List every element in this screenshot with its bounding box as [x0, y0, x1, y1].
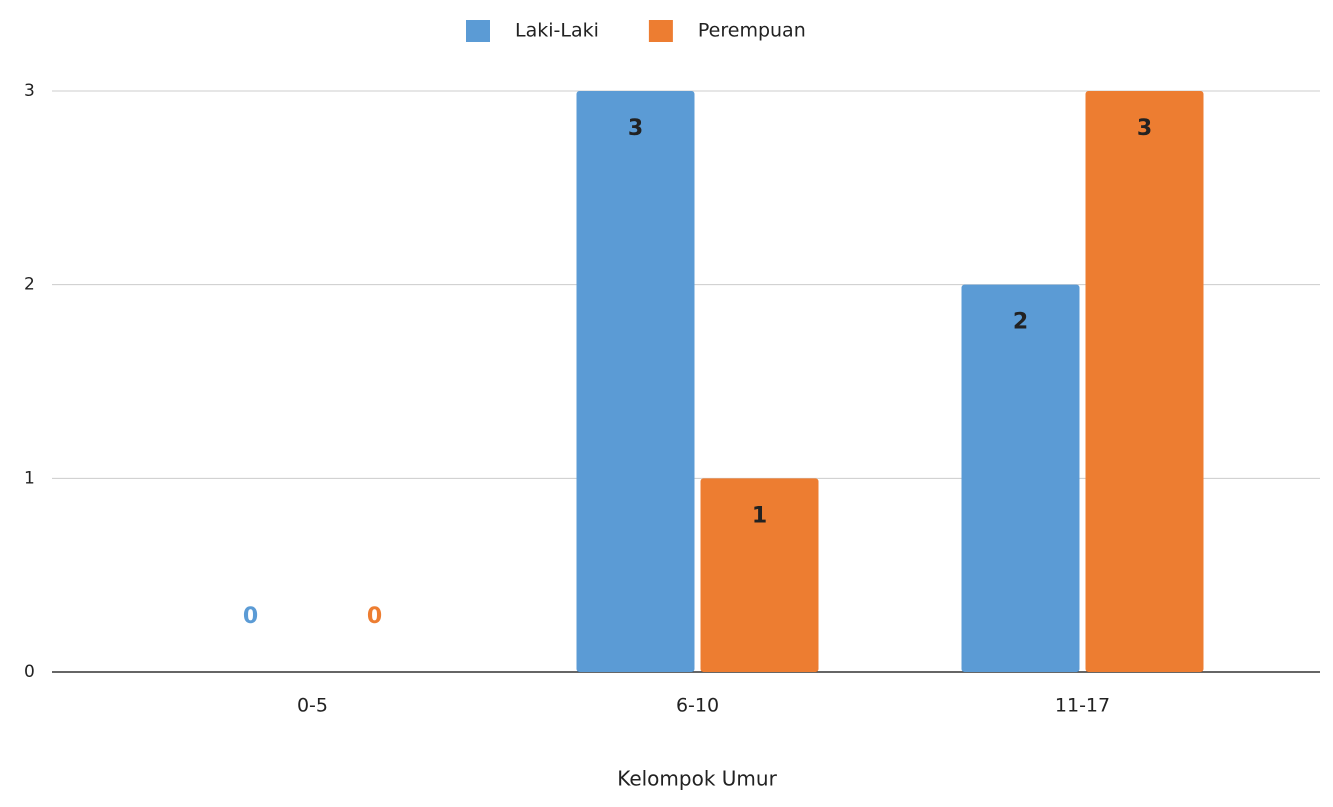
x-tick-label: 11-17: [1055, 695, 1110, 717]
legend-label: Perempuan: [698, 20, 806, 42]
data-label: 0: [367, 604, 382, 629]
data-label: 3: [628, 116, 643, 141]
legend-swatch: [648, 20, 673, 42]
x-tick-label: 6-10: [676, 695, 719, 717]
y-tick-label: 2: [24, 275, 35, 295]
x-axis-label: Kelompok Umur: [617, 767, 777, 791]
y-tick-label: 1: [24, 468, 35, 488]
bar: [700, 478, 819, 672]
bar: [1085, 91, 1204, 672]
y-tick-label: 0: [24, 662, 35, 682]
y-tick-label: 3: [24, 81, 35, 101]
legend-swatch: [466, 20, 490, 42]
bar: [961, 284, 1080, 672]
data-label: 2: [1013, 310, 1028, 335]
bar: [576, 91, 695, 672]
x-tick-label: 0-5: [297, 695, 328, 717]
data-label: 3: [1137, 116, 1152, 141]
data-label: 0: [243, 604, 258, 629]
data-label: 1: [752, 503, 767, 528]
legend-label: Laki-Laki: [515, 20, 599, 42]
